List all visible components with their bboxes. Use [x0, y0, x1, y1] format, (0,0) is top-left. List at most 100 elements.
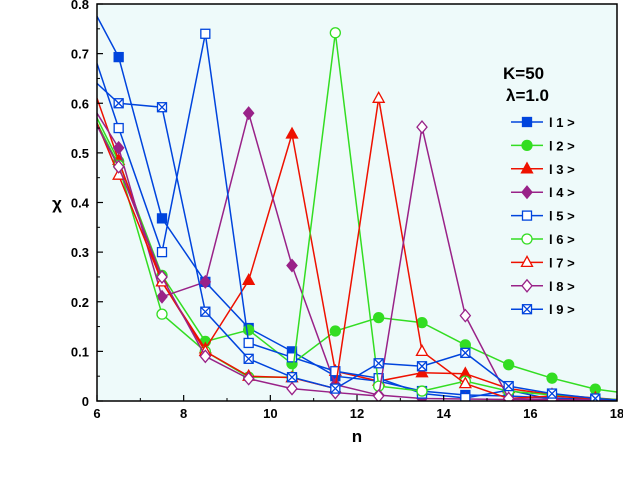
data-point	[329, 27, 341, 39]
legend-label: l 2 >	[549, 138, 575, 153]
legend-label: l 9 >	[549, 302, 575, 317]
data-point	[330, 366, 341, 377]
plot-background	[97, 4, 617, 401]
data-point	[156, 213, 168, 224]
data-point	[416, 385, 428, 397]
y-tick-label: 0.1	[71, 344, 89, 359]
data-point	[286, 372, 298, 383]
legend-item-4: l 4 >	[511, 185, 575, 200]
legend-marker	[521, 185, 533, 200]
data-point	[243, 353, 254, 364]
x-tick-label: 6	[93, 406, 100, 421]
y-axis-label: χ	[52, 194, 62, 213]
series-line-8	[97, 125, 617, 401]
legend-marker	[521, 139, 533, 152]
data-point	[590, 393, 601, 401]
series-line-5	[97, 33, 617, 401]
data-point	[458, 376, 472, 389]
legend-marker	[521, 210, 533, 221]
legend-item-8: l 8 >	[511, 278, 575, 294]
y-tick-label: 0.3	[71, 245, 89, 260]
data-point	[460, 392, 471, 401]
legend-item-1: l 1 >	[511, 115, 575, 130]
data-point	[200, 28, 211, 39]
data-point	[415, 365, 429, 378]
data-point	[372, 90, 386, 103]
data-point	[546, 372, 558, 384]
data-point	[330, 383, 341, 394]
x-tick-label: 10	[263, 406, 277, 421]
data-point	[113, 122, 124, 134]
data-point	[503, 380, 514, 392]
data-point	[416, 361, 428, 372]
legend-label: l 3 >	[549, 162, 575, 177]
legend-item-9: l 9 >	[511, 302, 575, 317]
data-point	[156, 246, 168, 258]
data-point	[415, 344, 429, 357]
data-point	[546, 388, 558, 399]
data-point	[156, 102, 168, 113]
series-9	[97, 82, 617, 401]
x-tick-label: 14	[436, 406, 451, 421]
data-point	[373, 311, 385, 324]
y-tick-label: 0.4	[71, 196, 90, 211]
data-point	[156, 269, 168, 284]
data-point	[416, 120, 428, 135]
data-point	[372, 389, 385, 401]
legend-marker	[521, 304, 533, 315]
data-point	[286, 258, 298, 273]
legend-item-5: l 5 >	[511, 209, 575, 224]
data-point	[112, 140, 125, 155]
x-tick-label: 12	[350, 406, 364, 421]
legend-label: l 7 >	[549, 255, 575, 270]
data-point	[285, 126, 299, 139]
y-tick-label: 0.5	[71, 146, 89, 161]
legend-label: l 1 >	[549, 115, 575, 130]
data-point	[243, 337, 254, 349]
data-point	[329, 325, 341, 337]
legend-marker	[521, 116, 533, 128]
series-line-2	[97, 117, 617, 393]
legend-marker	[521, 233, 533, 245]
series-line-9	[97, 82, 617, 401]
data-point	[200, 306, 211, 317]
x-tick-label: 16	[523, 406, 537, 421]
data-point	[242, 273, 256, 286]
legend-label: l 5 >	[549, 209, 575, 224]
legend-label: l 4 >	[549, 185, 575, 200]
data-point	[156, 308, 168, 320]
y-tick-label: 0.7	[71, 47, 89, 62]
data-point	[416, 316, 428, 329]
y-tick-label: 0.6	[71, 96, 89, 111]
legend-marker	[521, 278, 533, 293]
legend-marker	[520, 255, 534, 268]
data-point	[503, 359, 515, 371]
y-tick-label: 0.8	[71, 0, 89, 12]
legend-item-7: l 7 >	[511, 255, 575, 270]
plot-frame	[96, 3, 618, 402]
legend: l 1 > l 2 > l 3 > l 4 > l 5 > l 6 > l 7 > l 8 >…	[511, 115, 575, 317]
data-point	[242, 371, 255, 386]
data-point	[199, 274, 212, 289]
series-line-6	[97, 32, 617, 401]
data-point	[242, 106, 255, 121]
legend-item-2: l 2 >	[511, 138, 575, 153]
data-point	[460, 347, 471, 359]
data-point	[243, 324, 255, 336]
data-point	[459, 308, 472, 323]
legend-item-6: l 6 >	[511, 232, 575, 247]
data-point	[286, 381, 298, 396]
y-tick-label: 0.2	[71, 295, 89, 310]
series-line-7	[97, 98, 617, 401]
x-tick-label: 18	[610, 406, 623, 421]
data-point	[373, 358, 384, 369]
data-point	[113, 98, 124, 109]
data-point	[113, 51, 124, 63]
annotation-lambda: λ=1.0	[506, 86, 549, 105]
data-point	[156, 289, 168, 304]
legend-marker	[520, 161, 534, 174]
data-point	[502, 391, 515, 401]
data-point	[112, 159, 125, 174]
annotation-k: K=50	[503, 64, 544, 83]
